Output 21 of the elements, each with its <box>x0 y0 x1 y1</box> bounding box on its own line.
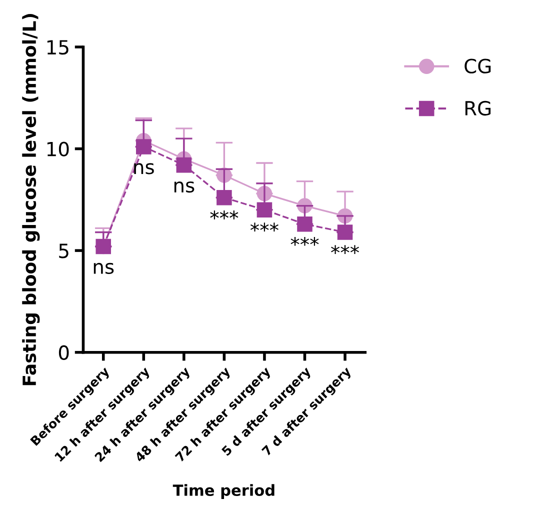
point <box>256 202 272 218</box>
point <box>176 157 192 173</box>
point <box>337 224 353 240</box>
y-axis-title: Fasting blood glucose level (mmol/L) <box>22 14 40 386</box>
point <box>136 139 152 154</box>
point <box>216 190 232 206</box>
y-tick-label: 10 <box>47 142 69 156</box>
legend-label: RG <box>465 100 491 116</box>
annotation: *** <box>331 245 360 254</box>
annotation: ns <box>174 181 194 193</box>
annotation: *** <box>290 236 319 246</box>
y-tick-label: 0 <box>58 345 69 360</box>
annotation: ns <box>94 262 114 274</box>
annotation: *** <box>210 210 238 220</box>
legend-label: CG <box>464 58 491 74</box>
annotation: *** <box>250 222 278 232</box>
point <box>297 216 312 232</box>
annotation: ns <box>134 163 154 174</box>
y-tick-label: 15 <box>47 40 68 55</box>
x-axis-title: Time period <box>172 484 274 499</box>
y-tick-label: 5 <box>59 244 68 258</box>
